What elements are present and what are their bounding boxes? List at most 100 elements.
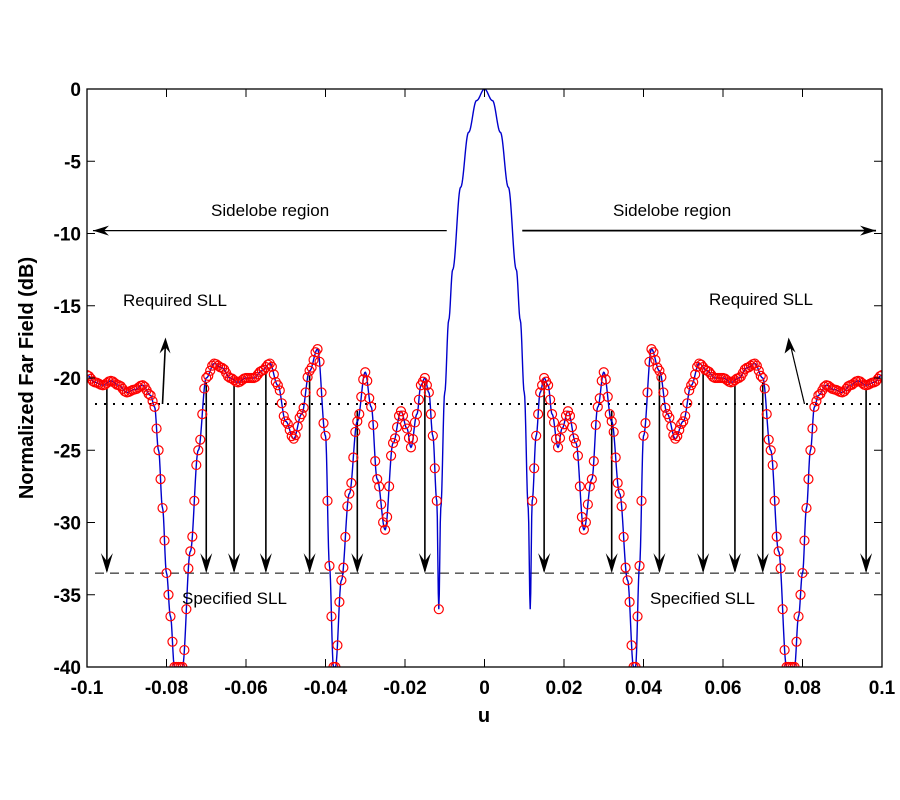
- pattern-marker: [644, 356, 655, 367]
- sidelobe-right-arrowhead: [860, 225, 877, 236]
- pattern-marker: [586, 474, 597, 485]
- specified-sll-right-label: Specified SLL: [650, 589, 755, 608]
- down-arrow-head: [756, 553, 769, 574]
- required-left-arrowhead: [159, 337, 171, 354]
- pattern-marker: [533, 409, 544, 420]
- pattern-marker: [282, 418, 293, 429]
- x-tick-label: 0.02: [546, 678, 583, 699]
- pattern-marker: [777, 604, 788, 615]
- pattern-marker: [179, 644, 190, 656]
- pattern-marker: [775, 563, 786, 574]
- sidelobe-left-arrowhead: [92, 225, 109, 236]
- annotations: [92, 225, 877, 405]
- pattern-marker: [572, 450, 584, 461]
- pattern-marker: [385, 450, 397, 461]
- pattern-marker: [789, 661, 800, 667]
- pattern-marker: [421, 380, 432, 391]
- pattern-marker: [610, 452, 621, 463]
- reference-lines: [95, 403, 880, 574]
- down-arrow-head: [653, 553, 666, 574]
- pattern-marker: [163, 589, 174, 600]
- down-arrow-head: [351, 553, 364, 574]
- pattern-marker: [636, 495, 647, 506]
- y-tick-label: -10: [54, 225, 81, 246]
- pattern-marker: [630, 661, 641, 667]
- pattern-marker: [197, 409, 208, 420]
- pattern-marker: [548, 417, 560, 428]
- pattern-marker: [326, 611, 337, 622]
- pattern-marker: [769, 495, 780, 506]
- pattern-marker: [185, 546, 196, 557]
- pattern-marker: [167, 636, 178, 647]
- pattern-marker: [384, 481, 395, 492]
- pattern-marker: [151, 423, 162, 434]
- pattern-marker: [612, 477, 623, 489]
- pattern-marker: [340, 531, 351, 543]
- pattern-marker: [602, 391, 613, 402]
- pattern-marker: [688, 376, 699, 388]
- pattern-marker: [433, 604, 444, 615]
- pattern-marker: [298, 402, 309, 413]
- specified-sll-left-label: Specified SLL: [182, 589, 287, 608]
- pattern-marker: [676, 418, 687, 429]
- pattern-marker: [690, 369, 701, 380]
- pattern-marker: [387, 437, 399, 449]
- x-tick-label: 0.1: [869, 678, 896, 699]
- pattern-marker: [411, 409, 423, 420]
- down-arrow-head: [538, 553, 551, 574]
- pattern-marker: [302, 372, 313, 383]
- pattern-marker: [272, 380, 283, 391]
- down-arrow-head: [860, 553, 873, 574]
- pattern-marker: [646, 344, 657, 355]
- pattern-line: [87, 89, 882, 667]
- pattern-marker: [634, 560, 645, 571]
- pattern-marker: [370, 455, 381, 467]
- pattern-marker: [674, 424, 685, 436]
- pattern-marker: [648, 347, 659, 358]
- pattern-marker: [809, 401, 820, 412]
- pattern-marker: [181, 604, 192, 615]
- pattern-marker: [280, 416, 291, 427]
- pattern-marker: [366, 401, 377, 412]
- pattern-marker: [149, 401, 160, 412]
- pattern-marker: [638, 430, 649, 441]
- pattern-marker: [795, 589, 806, 600]
- pattern-marker: [334, 596, 345, 608]
- pattern-marker: [797, 567, 808, 579]
- pattern-marker: [670, 433, 681, 444]
- pattern-marker: [322, 495, 333, 506]
- required-sll-right-label: Required SLL: [709, 290, 813, 309]
- pattern-marker: [157, 502, 168, 514]
- pattern-marker: [578, 524, 589, 535]
- down-arrow-head: [259, 553, 272, 574]
- pattern-marker: [183, 563, 194, 574]
- pattern-marker: [159, 535, 170, 546]
- pattern-marker: [155, 474, 166, 485]
- pattern-marker: [568, 433, 580, 444]
- pattern-marker: [807, 423, 818, 434]
- pattern-marker: [203, 370, 214, 381]
- y-axis-label: Normalized Far Field (dB): [16, 257, 38, 499]
- pattern-marker: [264, 358, 275, 369]
- required-sll-left-label: Required SLL: [123, 291, 227, 310]
- pattern-marker: [707, 371, 719, 383]
- pattern-marker: [403, 432, 415, 444]
- y-tick-label: 0: [70, 80, 81, 101]
- pattern-marker: [145, 390, 156, 401]
- pattern-marker: [620, 562, 631, 573]
- pattern-marker: [413, 394, 425, 405]
- pattern-marker: [779, 644, 790, 656]
- pattern-marker: [529, 463, 540, 474]
- pattern-marker: [614, 488, 625, 499]
- pattern-marker: [874, 371, 882, 382]
- pattern-marker: [191, 459, 202, 471]
- pattern-marker: [527, 495, 538, 506]
- pattern-marker: [177, 661, 188, 667]
- pattern-marker: [604, 409, 615, 420]
- down-arrows: [100, 371, 873, 574]
- down-arrow-head: [418, 553, 431, 574]
- required-left-arrow-shaft: [161, 341, 167, 405]
- pattern-marker: [757, 372, 768, 384]
- down-arrow-head: [697, 553, 710, 574]
